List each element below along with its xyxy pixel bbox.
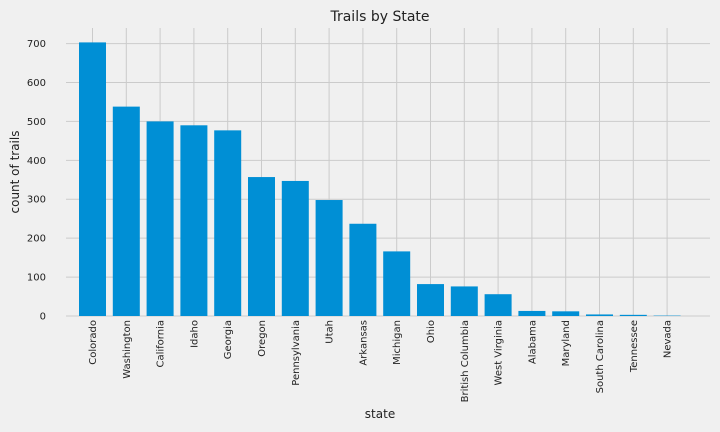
y-tick-label: 100	[27, 273, 46, 284]
x-tick-label: British Columbia	[460, 320, 471, 402]
x-tick-label: Maryland	[561, 320, 572, 366]
y-axis-ticks: 0 100 200 300 400 500 600 700	[27, 39, 46, 322]
x-tick-label: Washington	[122, 320, 133, 379]
bar	[383, 251, 411, 316]
bar	[349, 223, 377, 316]
x-tick-label: Ohio	[426, 320, 437, 343]
x-tick-label: Oregon	[257, 320, 268, 357]
x-tick-label: Tennessee	[629, 320, 640, 373]
bar	[484, 294, 512, 316]
bar	[586, 314, 613, 316]
x-axis-label: state	[365, 407, 395, 421]
x-tick-label: Pennsylvania	[291, 320, 302, 386]
x-tick-label: Arkansas	[358, 320, 369, 366]
x-tick-label: Alabama	[527, 320, 538, 364]
y-tick-label: 400	[27, 156, 46, 167]
x-tick-label: Idaho	[189, 320, 200, 348]
bar	[619, 314, 647, 316]
y-tick-label: 500	[27, 117, 46, 128]
x-tick-label: California	[156, 320, 167, 368]
bar	[146, 121, 174, 317]
y-tick-label: 0	[40, 312, 46, 323]
bar	[417, 284, 444, 316]
bar	[315, 200, 343, 316]
x-tick-label: Colorado	[88, 320, 99, 365]
y-axis-label: count of trails	[8, 131, 22, 214]
x-tick-label: South Carolina	[595, 320, 606, 393]
x-tick-label: Michigan	[392, 320, 403, 365]
y-tick-label: 600	[27, 78, 46, 89]
y-tick-label: 300	[27, 195, 46, 206]
bar	[214, 130, 242, 316]
x-tick-label: Nevada	[663, 320, 674, 358]
bar	[518, 310, 546, 316]
bars	[79, 42, 681, 317]
bar	[79, 42, 106, 317]
x-axis-ticks: Colorado Washington California Idaho Georgia…	[88, 320, 674, 402]
y-tick-label: 200	[27, 234, 46, 245]
bar	[180, 125, 208, 316]
bar	[281, 180, 309, 316]
x-tick-label: Georgia	[223, 320, 234, 359]
bar	[112, 106, 140, 317]
bar	[450, 286, 478, 316]
x-tick-label: Utah	[325, 320, 336, 344]
bar	[552, 311, 580, 316]
y-tick-label: 700	[27, 39, 46, 50]
bar	[248, 177, 275, 316]
chart-title: Trails by State	[329, 9, 429, 25]
x-tick-label: West Virginia	[494, 320, 505, 385]
